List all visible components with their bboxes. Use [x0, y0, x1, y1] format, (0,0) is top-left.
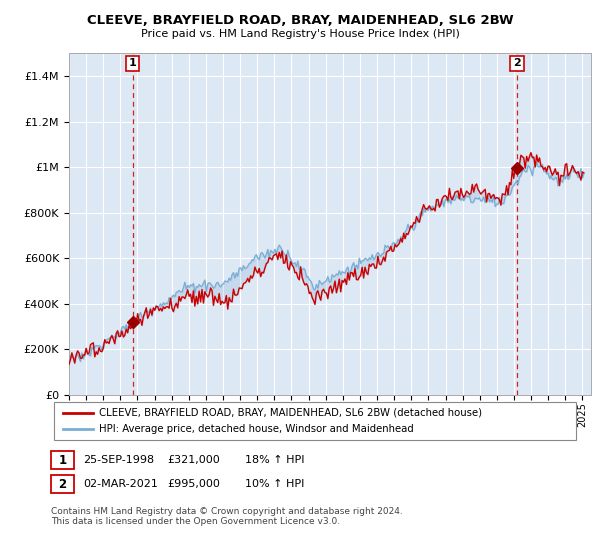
Text: CLEEVE, BRAYFIELD ROAD, BRAY, MAIDENHEAD, SL6 2BW (detached house): CLEEVE, BRAYFIELD ROAD, BRAY, MAIDENHEAD…	[99, 408, 482, 418]
Text: 1: 1	[129, 58, 137, 68]
Text: 10% ↑ HPI: 10% ↑ HPI	[245, 479, 304, 489]
Text: £321,000: £321,000	[167, 455, 220, 465]
Text: 02-MAR-2021: 02-MAR-2021	[83, 479, 158, 489]
Text: Contains HM Land Registry data © Crown copyright and database right 2024.
This d: Contains HM Land Registry data © Crown c…	[51, 507, 403, 526]
Text: £995,000: £995,000	[167, 479, 220, 489]
Text: HPI: Average price, detached house, Windsor and Maidenhead: HPI: Average price, detached house, Wind…	[99, 424, 414, 434]
Text: CLEEVE, BRAYFIELD ROAD, BRAY, MAIDENHEAD, SL6 2BW: CLEEVE, BRAYFIELD ROAD, BRAY, MAIDENHEAD…	[86, 14, 514, 27]
Text: 1: 1	[58, 454, 67, 467]
Text: Price paid vs. HM Land Registry's House Price Index (HPI): Price paid vs. HM Land Registry's House …	[140, 29, 460, 39]
Text: 18% ↑ HPI: 18% ↑ HPI	[245, 455, 304, 465]
Text: 2: 2	[513, 58, 521, 68]
Text: 25-SEP-1998: 25-SEP-1998	[83, 455, 154, 465]
Text: 2: 2	[58, 478, 67, 491]
